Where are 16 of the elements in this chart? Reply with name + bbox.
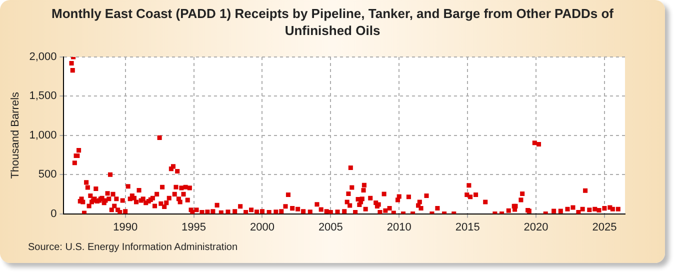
x-tick-label: 2025: [592, 221, 617, 234]
y-tick-label: 500: [38, 168, 57, 181]
x-tick-label: 1995: [182, 221, 206, 234]
chart-title: Monthly East Coast (PADD 1) Receipts by Pipeline, Tanker, and Barge from Other PADDs of Unfinished Oils: [50, 5, 614, 39]
x-tick-label: 2000: [250, 221, 274, 234]
y-axis-title: Thousand Barrels: [10, 91, 22, 179]
y-tick-label: 0: [50, 208, 57, 220]
y-tick-label: 1,000: [29, 129, 57, 142]
x-tick-label: 1990: [113, 221, 138, 234]
y-tick-label: 2,000: [29, 51, 57, 64]
source-note: Source: U.S. Energy Information Administration: [28, 242, 238, 253]
y-tick-label: 1,500: [29, 90, 57, 102]
x-tick-label: 2005: [318, 221, 343, 234]
x-tick-label: 2010: [386, 221, 412, 234]
x-tick-label: 2020: [524, 221, 548, 234]
x-tick-label: 2015: [455, 221, 480, 234]
